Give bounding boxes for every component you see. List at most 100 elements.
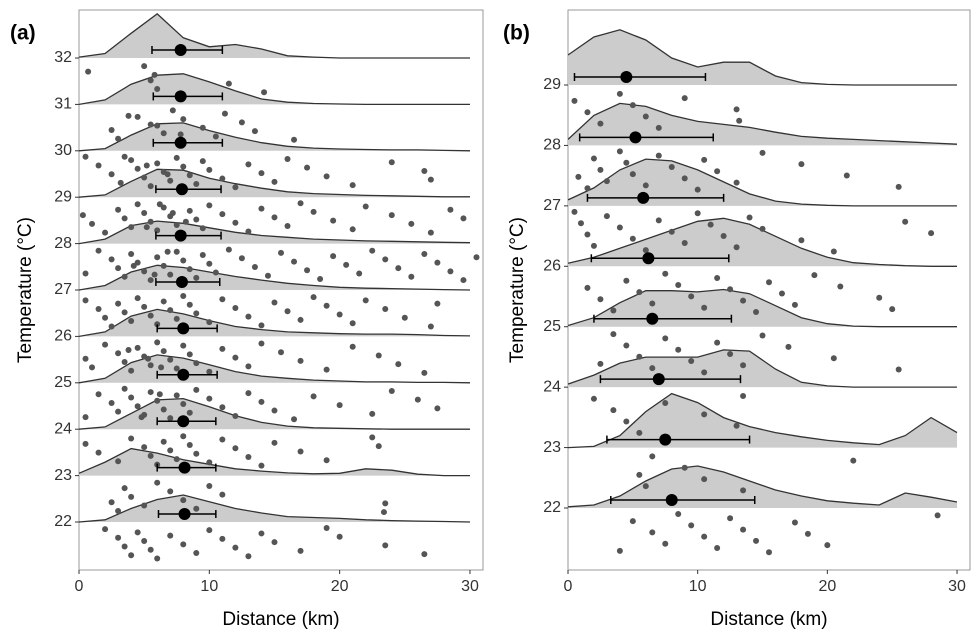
data-point — [108, 323, 115, 330]
data-point — [427, 176, 434, 183]
data-point — [134, 165, 141, 172]
data-point — [291, 136, 298, 143]
data-point — [193, 216, 200, 223]
density-line — [568, 349, 957, 388]
data-point — [662, 400, 669, 407]
data-point — [121, 543, 128, 550]
data-point — [147, 183, 154, 190]
data-point — [278, 349, 284, 356]
data-point — [115, 265, 122, 272]
data-point — [180, 342, 187, 349]
data-point — [616, 547, 623, 554]
data-point — [623, 342, 630, 349]
data-point — [336, 311, 343, 318]
data-point — [375, 352, 382, 359]
data-point — [258, 462, 265, 469]
data-point — [141, 209, 148, 216]
data-point — [121, 385, 128, 392]
data-point — [297, 316, 304, 323]
data-point — [850, 457, 857, 464]
data-point — [167, 177, 174, 184]
data-point — [180, 401, 187, 408]
data-point — [180, 541, 187, 548]
data-point — [830, 248, 837, 255]
data-point — [382, 306, 389, 313]
data-point — [584, 109, 591, 116]
data-point — [108, 171, 115, 178]
data-point — [382, 542, 389, 549]
data-point — [629, 171, 636, 178]
data-point — [143, 162, 150, 169]
data-point — [759, 332, 766, 339]
data-point — [688, 358, 695, 365]
data-point — [232, 184, 239, 191]
y-tick-label: 29 — [543, 76, 561, 93]
data-point — [154, 160, 161, 167]
data-point — [147, 121, 154, 128]
data-point — [154, 479, 161, 486]
data-point — [199, 158, 206, 165]
data-point — [629, 102, 636, 109]
data-point — [186, 301, 193, 308]
data-point — [141, 444, 148, 451]
data-point — [125, 347, 132, 354]
data-point — [694, 186, 701, 193]
data-point — [349, 182, 356, 189]
data-point — [791, 301, 798, 308]
data-point — [571, 97, 578, 104]
data-point — [740, 297, 747, 304]
mean-point — [659, 433, 672, 446]
data-point — [225, 246, 232, 253]
data-point — [649, 529, 656, 536]
data-point — [82, 270, 89, 277]
data-point — [297, 547, 304, 554]
data-point — [297, 448, 304, 455]
data-point — [662, 335, 669, 342]
data-point — [714, 339, 721, 346]
data-point — [177, 131, 184, 138]
plot-frame — [567, 9, 971, 571]
density-line — [79, 447, 470, 477]
data-point — [82, 414, 89, 421]
x-tick-label: 20 — [818, 578, 836, 595]
data-point — [193, 274, 200, 281]
x-tick-label: 10 — [689, 578, 707, 595]
data-point — [603, 213, 610, 220]
data-point — [186, 409, 193, 416]
data-point — [258, 170, 265, 177]
y-axis-label: Temperature (°C) — [15, 217, 36, 363]
data-point — [323, 302, 330, 309]
data-point — [804, 530, 811, 537]
data-point — [173, 392, 180, 399]
data-point — [95, 247, 102, 254]
data-point — [837, 283, 844, 290]
data-point — [356, 270, 363, 277]
data-point — [297, 357, 304, 364]
panel: 29 28 27 26 25 24 23 22 0 10 20 30 Distance (km) Temp… — [503, 9, 971, 630]
data-point — [427, 229, 434, 236]
plot-area — [79, 13, 480, 562]
data-point — [310, 208, 317, 215]
data-point — [668, 164, 675, 171]
data-point — [225, 80, 232, 87]
y-tick-label: 30 — [54, 142, 72, 159]
data-point — [895, 366, 902, 373]
data-point — [206, 482, 213, 489]
y-tick-label: 22 — [543, 499, 561, 516]
data-point — [128, 224, 135, 231]
data-point — [610, 331, 617, 338]
x-axis-label: Distance (km) — [710, 609, 827, 630]
data-point — [125, 112, 132, 119]
data-point — [264, 272, 271, 279]
data-point — [95, 449, 102, 456]
data-point — [590, 395, 597, 402]
data-point — [310, 294, 317, 301]
data-point — [206, 459, 213, 466]
data-point — [597, 360, 604, 367]
data-point — [473, 254, 480, 261]
data-point — [655, 217, 662, 224]
data-point — [145, 355, 152, 362]
data-point — [130, 262, 137, 269]
data-point — [733, 422, 740, 429]
panel: 32 31 30 29 28 27 26 25 24 23 22 0 10 20 30 Distance (k… — [10, 9, 484, 630]
